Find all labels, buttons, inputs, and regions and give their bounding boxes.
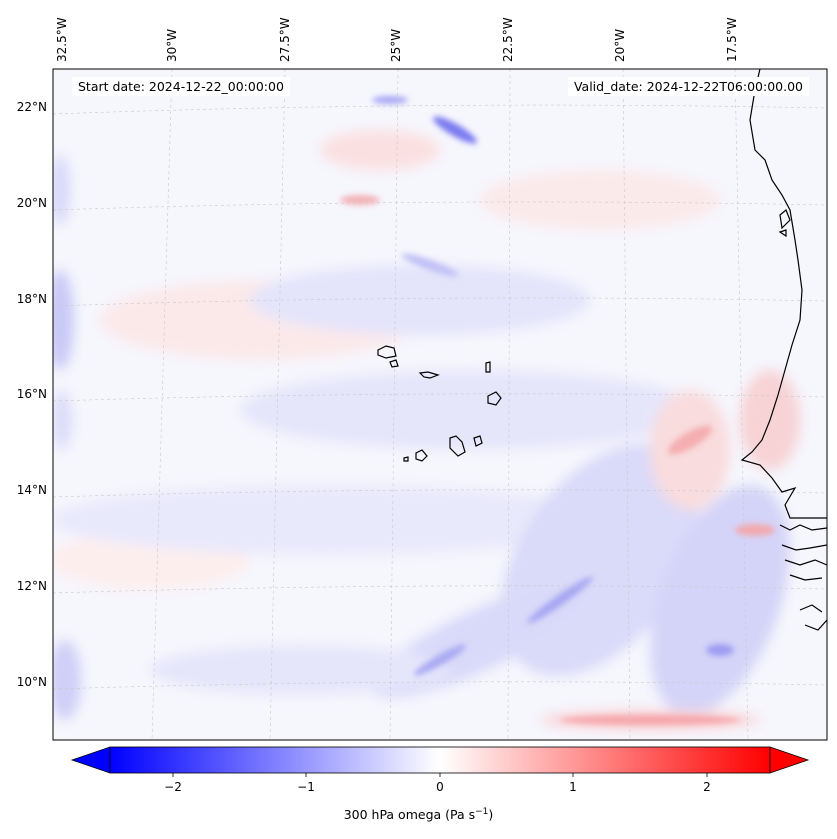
lat-tick-label: 18°N	[17, 292, 47, 306]
colorbar-label-exponent: −1	[475, 807, 489, 817]
map-panel	[53, 69, 827, 740]
lon-tick-label: 32.5°W	[55, 17, 69, 62]
omega-field-detail	[340, 96, 775, 725]
lat-tick-label: 10°N	[17, 675, 47, 689]
colorbar-tick-label: −2	[164, 780, 182, 794]
lat-tick-label: 14°N	[17, 483, 47, 497]
canary-islands	[778, 209, 791, 238]
west-africa-coastline	[740, 69, 827, 631]
colorbar-tick-label: 2	[703, 780, 711, 794]
lon-tick-label: 22.5°W	[501, 17, 515, 62]
colorbar-label-text: 300 hPa omega (Pa s	[343, 807, 476, 823]
cape-verde-maio	[473, 435, 483, 447]
lat-tick-label: 12°N	[17, 579, 47, 593]
cape-verde-santiago	[449, 435, 466, 457]
valid-date-label: Valid_date: 2024-12-22T06:00:00.00	[567, 77, 809, 96]
colorbar-tick-label: 1	[569, 780, 577, 794]
graticule	[53, 69, 827, 740]
colorbar-label: 300 hPa omega (Pa s−1)	[0, 807, 837, 822]
start-date-label: Start date: 2024-12-22_00:00:00	[72, 77, 290, 96]
cape-verde-sao-vicente	[389, 359, 399, 368]
colorbar-tick-label: 0	[436, 780, 444, 794]
lat-tick-label: 16°N	[17, 387, 47, 401]
cape-verde-sao-nicolau	[418, 371, 440, 379]
coastlines	[377, 69, 827, 631]
omega-field	[53, 130, 800, 730]
map-frame	[52, 68, 828, 741]
lat-tick-labels: 22°N 20°N 18°N 16°N 14°N 12°N 10°N	[17, 100, 47, 689]
colorbar-low-extension	[70, 746, 111, 774]
lon-tick-label: 27.5°W	[278, 17, 292, 62]
cape-verde-santo-antao	[377, 345, 397, 359]
lon-tick-label: 25°W	[389, 29, 403, 62]
colorbar-gradient	[109, 746, 771, 774]
lon-tick-label: 30°W	[165, 29, 179, 62]
cape-verde-fogo	[415, 449, 428, 462]
cape-verde-sal	[485, 361, 491, 373]
colorbar: −2 −1 0 1 2	[70, 746, 810, 794]
colorbar-tick-label: −1	[297, 780, 315, 794]
lon-tick-label: 17.5°W	[725, 17, 739, 62]
colorbar-ticks	[172, 773, 708, 777]
cape-verde-brava	[403, 456, 409, 462]
colorbar-high-extension	[769, 746, 810, 774]
lat-tick-label: 20°N	[17, 196, 47, 210]
lat-tick-label: 22°N	[17, 100, 47, 114]
cape-verde-boa-vista	[487, 391, 502, 406]
colorbar-label-close: )	[488, 807, 494, 823]
lon-tick-labels: 32.5°W 30°W 27.5°W 25°W 22.5°W 20°W 17.5…	[55, 17, 739, 62]
lon-tick-label: 20°W	[613, 29, 627, 62]
